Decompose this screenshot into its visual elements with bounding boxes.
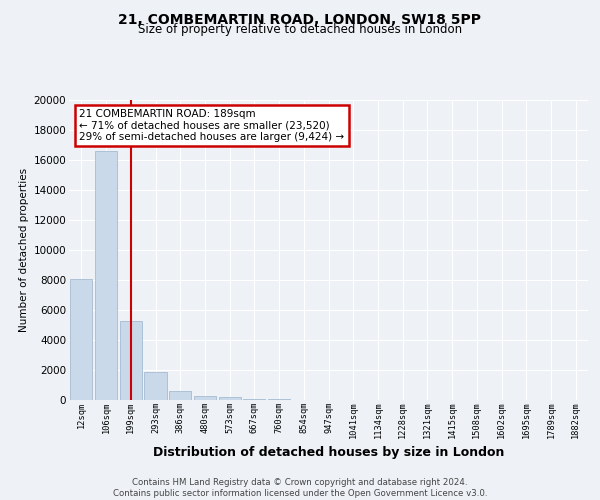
Bar: [119, 320, 142, 400]
Bar: [218, 397, 241, 400]
Bar: [194, 396, 216, 400]
Bar: [169, 391, 191, 400]
Text: Size of property relative to detached houses in London: Size of property relative to detached ho…: [138, 22, 462, 36]
Bar: [243, 398, 265, 400]
Bar: [268, 399, 290, 400]
Bar: [145, 372, 167, 400]
Bar: [70, 278, 92, 400]
Text: 21, COMBEMARTIN ROAD, LONDON, SW18 5PP: 21, COMBEMARTIN ROAD, LONDON, SW18 5PP: [119, 12, 482, 26]
Text: Contains HM Land Registry data © Crown copyright and database right 2024.
Contai: Contains HM Land Registry data © Crown c…: [113, 478, 487, 498]
Text: 21 COMBEMARTIN ROAD: 189sqm
← 71% of detached houses are smaller (23,520)
29% of: 21 COMBEMARTIN ROAD: 189sqm ← 71% of det…: [79, 109, 344, 142]
X-axis label: Distribution of detached houses by size in London: Distribution of detached houses by size …: [153, 446, 504, 460]
Bar: [95, 151, 117, 400]
Y-axis label: Number of detached properties: Number of detached properties: [19, 168, 29, 332]
